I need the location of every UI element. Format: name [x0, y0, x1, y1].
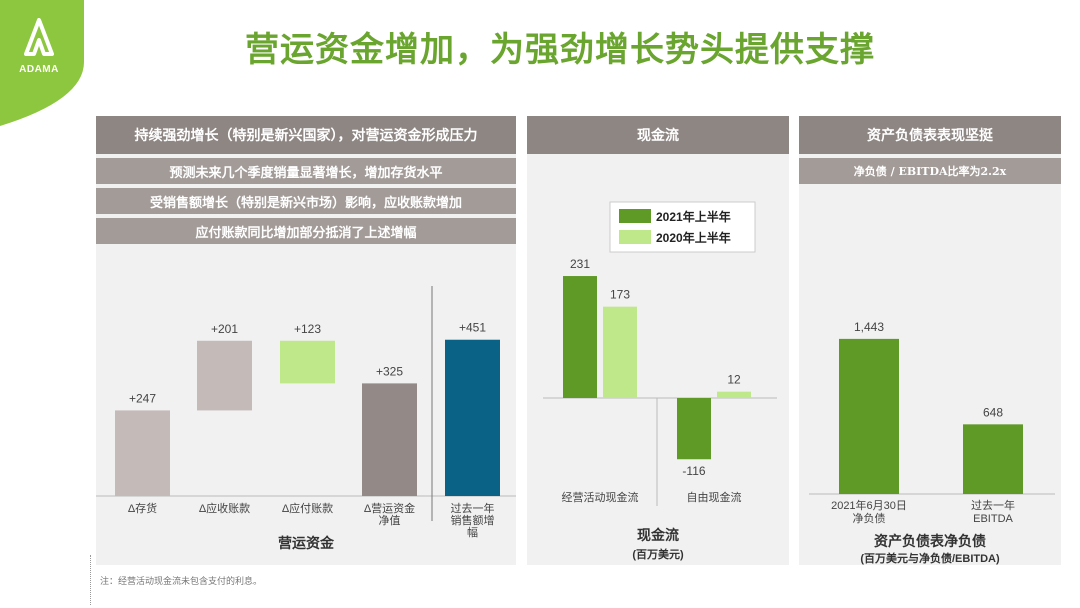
working-capital-panel: 持续强劲增长（特别是新兴国家），对营运资金形成压力 预测未来几个季度销量显著增长…: [96, 116, 516, 565]
legend-label: 2021年上半年: [656, 209, 731, 224]
cash-flow-unit: (百万美元): [632, 547, 684, 561]
legend-swatch: [619, 209, 651, 223]
brand-name: ADAMA: [19, 64, 59, 75]
wc-category-label: 幅: [467, 526, 478, 539]
nd-category-label: 2021年6月30日: [831, 498, 907, 512]
wc-category-label: Δ应收账款: [199, 501, 250, 515]
cf-bar-label: -116: [682, 464, 705, 478]
wc-bar: [115, 410, 170, 496]
cf-bar: [677, 398, 711, 460]
wc-bar-label: +123: [294, 322, 321, 336]
bullet-payables: 应付账款同比增加部分抵消了上述增幅: [96, 218, 516, 244]
footnote: 注：经营活动现金流未包含支付的利息。: [100, 577, 263, 587]
nd-category-label: EBITDA: [973, 513, 1013, 525]
working-capital-chart: +247 +201 +123 +325 +451 Δ存货 Δ应收账款 Δ应付账款 Δ营运资金净…: [96, 286, 516, 551]
wc-category-label: 销售额增: [451, 513, 495, 527]
nd-bar-label: 648: [983, 405, 1003, 419]
cash-flow-chart: 2021年上半年 2020年上半年 231 -116 173 12 经营活动现金流 自由现…: [543, 201, 777, 561]
cf-bar: [603, 306, 637, 398]
cf-bar: [717, 391, 751, 398]
working-capital-caption: 营运资金: [278, 535, 335, 551]
balance-sheet-header: 资产负债表表现坚挺: [799, 116, 1061, 154]
wc-category-label: Δ存货: [128, 501, 157, 515]
balance-sheet-unit: (百万美元与净负债/EBITDA): [860, 551, 1000, 565]
working-capital-header: 持续强劲增长（特别是新兴国家），对营运资金形成压力: [96, 116, 516, 154]
cf-bar-label: 173: [610, 288, 630, 302]
cf-category-label: 自由现金流: [687, 490, 742, 504]
wc-category-label: Δ应付账款: [282, 501, 333, 515]
wc-bar: [445, 339, 500, 496]
cf-category-label: 经营活动现金流: [562, 490, 639, 504]
logo-background: [0, 0, 84, 126]
balance-sheet-caption: 资产负债表净负债: [874, 533, 986, 549]
wc-category-label: 过去一年: [451, 501, 495, 515]
legend-label: 2020年上半年: [656, 230, 731, 245]
cash-flow-header: 现金流: [527, 116, 789, 154]
adama-logo-icon: [24, 18, 54, 56]
wc-bar: [280, 340, 335, 384]
cash-flow-caption: 现金流: [637, 527, 679, 543]
net-debt-ratio-bar: 净负债 / EBITDA比率为2.2x: [799, 158, 1061, 184]
footnote-divider: [90, 555, 91, 605]
nd-bar-label: 1,443: [854, 320, 884, 334]
bullet-receivables: 受销售额增长（特别是新兴市场）影响，应收账款增加: [96, 188, 516, 214]
page-title: 营运资金增加，为强劲增长势头提供支撑: [245, 30, 875, 70]
nd-category-label: 过去一年: [971, 498, 1015, 512]
balance-sheet-panel: 资产负债表表现坚挺 净负债 / EBITDA比率为2.2x 1,443 648 2…: [799, 116, 1061, 565]
cf-bar-label: 231: [570, 257, 590, 271]
bullet-inventory: 预测未来几个季度销量显著增长，增加存货水平: [96, 158, 516, 184]
nd-category-label: 净负债: [853, 511, 886, 525]
wc-bar-label: +247: [129, 391, 156, 405]
wc-bar-label: +325: [376, 364, 403, 378]
cf-bar: [563, 276, 597, 398]
wc-bar: [197, 340, 252, 411]
wc-bar: [362, 383, 417, 496]
cf-bar-label: 12: [727, 373, 741, 387]
nd-bar: [963, 424, 1023, 494]
wc-bar-label: +451: [459, 321, 486, 335]
wc-bar-label: +201: [211, 322, 238, 336]
wc-category-label: Δ营运资金: [364, 501, 415, 515]
cash-flow-panel: 现金流 2021年上半年 2020年上半年 231 -116 173 12 经营活动现金…: [527, 116, 789, 565]
wc-category-label: 净值: [379, 513, 401, 527]
legend-swatch: [619, 230, 651, 244]
nd-bar: [839, 338, 899, 494]
